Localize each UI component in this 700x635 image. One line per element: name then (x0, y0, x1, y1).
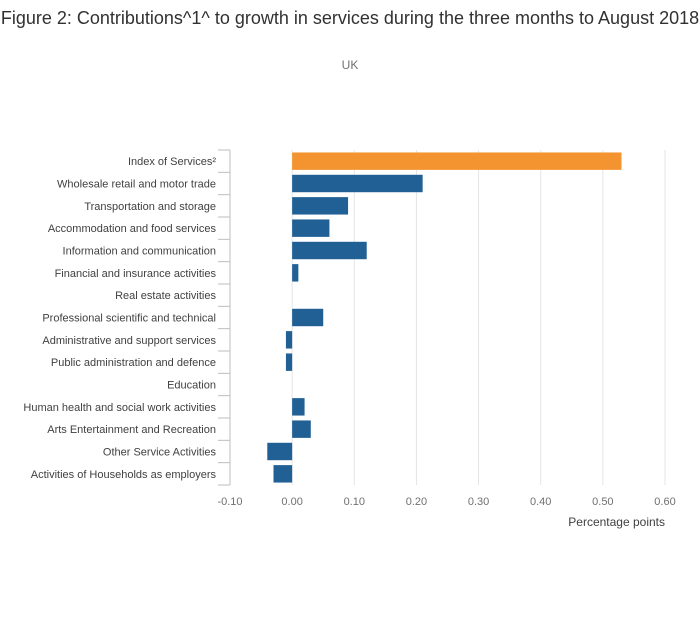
bar[interactable] (285, 331, 293, 349)
category-labels: Index of Services² Wholesale retail and m… (23, 156, 216, 481)
x-tick-label: -0.10 (217, 496, 242, 508)
bar[interactable] (292, 264, 299, 282)
category-label: Information and communication (63, 246, 216, 258)
bar[interactable] (292, 241, 367, 260)
category-label: Index of Services² (128, 156, 216, 168)
category-label: Transportation and storage (84, 201, 216, 213)
bar[interactable] (285, 353, 293, 371)
x-tick-label: 0.60 (654, 496, 675, 508)
bar[interactable] (292, 420, 311, 438)
x-tick-label: 0.30 (468, 496, 489, 508)
chart-title: Figure 2: Contributions^1^ to growth in … (0, 8, 700, 28)
x-tick-labels: -0.10 0.00 0.10 0.20 0.30 0.40 0.50 0.60 (217, 496, 675, 508)
category-label: Arts Entertainment and Recreation (47, 424, 216, 436)
bar[interactable] (292, 152, 622, 170)
bar[interactable] (292, 308, 324, 327)
bars (267, 152, 622, 483)
category-label: Real estate activities (115, 290, 216, 302)
category-label: Wholesale retail and motor trade (57, 179, 216, 191)
x-axis-title: Percentage points (568, 515, 665, 529)
x-tick-label: 0.50 (592, 496, 613, 508)
x-tick-label: 0.40 (530, 496, 551, 508)
bar[interactable] (292, 174, 423, 193)
chart-subtitle: UK (341, 58, 359, 72)
category-label: Activities of Households as employers (31, 469, 217, 481)
category-label: Accommodation and food services (48, 223, 217, 235)
bar[interactable] (292, 197, 349, 215)
bar[interactable] (292, 398, 305, 416)
category-label: Public administration and defence (51, 357, 216, 369)
bar[interactable] (292, 219, 330, 237)
bar[interactable] (267, 442, 293, 461)
category-label: Professional scientific and technical (42, 313, 216, 325)
bar[interactable] (273, 465, 293, 483)
x-tick-label: 0.10 (344, 496, 365, 508)
x-tick-label: 0.20 (406, 496, 427, 508)
category-label: Education (167, 380, 216, 392)
category-label: Other Service Activities (103, 447, 217, 459)
y-axis (218, 149, 231, 486)
category-label: Administrative and support services (42, 335, 216, 347)
category-label: Financial and insurance activities (55, 268, 217, 280)
x-tick-label: 0.00 (281, 496, 302, 508)
category-label: Human health and social work activities (23, 402, 216, 414)
